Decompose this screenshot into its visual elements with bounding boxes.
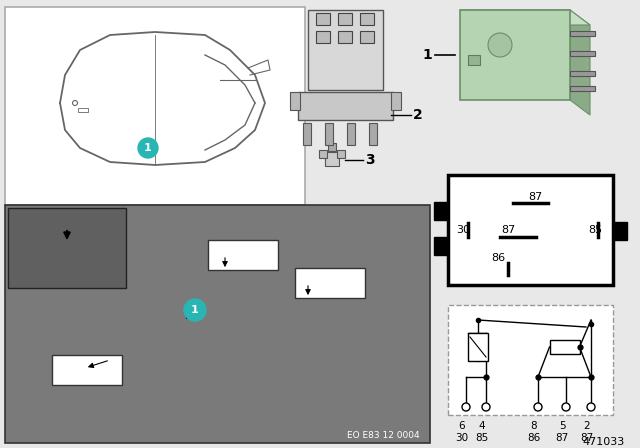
Bar: [338, 31, 352, 43]
Text: 85: 85: [588, 225, 602, 235]
Text: K6327
X6327: K6327 X6327: [68, 358, 106, 382]
Bar: [360, 31, 374, 43]
Bar: [316, 31, 330, 43]
Text: 8: 8: [531, 421, 538, 431]
Bar: [468, 55, 480, 65]
Text: 85: 85: [476, 433, 488, 443]
Text: 5: 5: [559, 421, 565, 431]
Bar: [570, 71, 595, 76]
Bar: [308, 10, 383, 90]
Text: 4: 4: [479, 421, 485, 431]
Text: 1: 1: [422, 48, 432, 62]
Circle shape: [587, 403, 595, 411]
Bar: [78, 108, 88, 112]
Bar: [570, 86, 595, 91]
Text: 86: 86: [491, 253, 505, 263]
Bar: [337, 150, 345, 158]
Text: 2: 2: [413, 108, 423, 122]
Text: 87: 87: [528, 192, 542, 202]
Polygon shape: [460, 10, 590, 25]
Bar: [325, 152, 339, 166]
Bar: [208, 240, 278, 270]
Bar: [8, 208, 126, 288]
Text: 30: 30: [456, 433, 468, 443]
Text: 86: 86: [527, 433, 541, 443]
Circle shape: [562, 403, 570, 411]
Text: 87: 87: [556, 433, 568, 443]
Bar: [434, 202, 448, 220]
Bar: [369, 123, 377, 145]
Text: 87: 87: [580, 433, 594, 443]
Text: 1: 1: [144, 143, 152, 153]
Bar: [570, 51, 595, 56]
Bar: [5, 205, 430, 443]
Text: 2: 2: [584, 421, 590, 431]
Bar: [391, 92, 401, 110]
Bar: [570, 31, 595, 36]
Bar: [5, 7, 305, 205]
Text: A8680
X8680: A8680 X8680: [312, 271, 349, 295]
Bar: [360, 13, 374, 25]
Text: 1: 1: [191, 305, 199, 315]
Text: K6300
X6300: K6300 X6300: [225, 243, 262, 267]
Circle shape: [462, 403, 470, 411]
Bar: [338, 13, 352, 25]
Bar: [325, 123, 333, 145]
Bar: [316, 13, 330, 25]
Polygon shape: [570, 10, 590, 115]
Bar: [468, 333, 488, 361]
Circle shape: [534, 403, 542, 411]
Circle shape: [138, 138, 158, 158]
Text: 3: 3: [365, 153, 374, 167]
Circle shape: [488, 33, 512, 57]
Bar: [347, 123, 355, 145]
Bar: [295, 268, 365, 298]
Bar: [460, 10, 570, 100]
Bar: [448, 305, 613, 415]
Text: 471033: 471033: [583, 437, 625, 447]
Bar: [319, 150, 327, 158]
Text: 30: 30: [456, 225, 470, 235]
Bar: [448, 175, 613, 285]
Text: 6: 6: [459, 421, 465, 431]
Bar: [298, 92, 393, 120]
Bar: [52, 355, 122, 385]
Bar: [303, 123, 311, 145]
Text: 87: 87: [501, 225, 515, 235]
Circle shape: [184, 299, 206, 321]
Circle shape: [482, 403, 490, 411]
Bar: [290, 92, 300, 110]
Bar: [434, 237, 448, 255]
Bar: [613, 222, 627, 240]
Bar: [550, 340, 579, 354]
Bar: [328, 143, 336, 151]
Text: EO E83 12 0004: EO E83 12 0004: [348, 431, 420, 439]
